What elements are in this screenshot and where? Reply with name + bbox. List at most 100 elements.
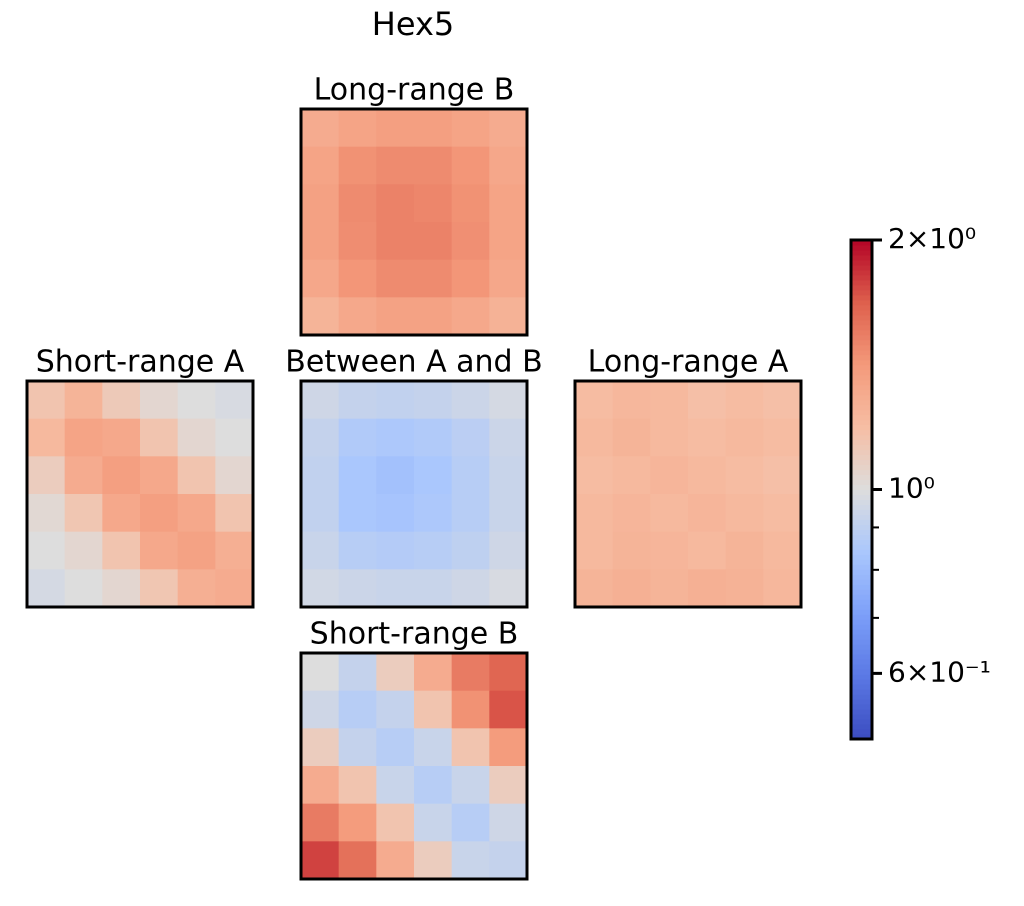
heatmap-cell <box>489 297 528 336</box>
heatmap-cell <box>575 456 614 495</box>
panel-frame <box>573 379 803 609</box>
colorbar-segment <box>851 644 872 650</box>
heatmap-cell <box>725 456 764 495</box>
chart-title: Hex5 <box>372 5 454 43</box>
heatmap-cell <box>64 418 103 457</box>
heatmap-cell <box>414 728 453 767</box>
heatmap-cell <box>301 259 340 298</box>
heatmap-cell <box>414 494 453 533</box>
heatmap-cell <box>763 456 802 495</box>
heatmap-cell <box>414 766 453 805</box>
colorbar-segment <box>851 629 872 635</box>
heatmap-cell <box>376 653 415 692</box>
heatmap-cell <box>301 803 340 842</box>
colorbar-segment <box>851 354 872 361</box>
colorbar-segment <box>851 359 872 366</box>
heatmap-cell <box>102 531 141 570</box>
colorbar-segment <box>851 619 872 625</box>
heatmap-cell <box>451 494 490 533</box>
heatmap-cell <box>376 690 415 729</box>
colorbar-segment <box>851 499 872 505</box>
colorbar-segment <box>851 334 872 341</box>
heatmap-cell <box>725 418 764 457</box>
heatmap-cell <box>140 381 179 420</box>
colorbar-segment <box>851 449 872 456</box>
heatmap-cell <box>688 456 727 495</box>
heatmap-cell <box>414 222 453 261</box>
heatmap-cell <box>650 456 689 495</box>
heatmap-cell <box>338 456 377 495</box>
heatmap-cell <box>650 531 689 570</box>
heatmap-cell <box>414 146 453 185</box>
colorbar-segment <box>851 694 872 700</box>
heatmap-cell <box>102 381 141 420</box>
heatmap-cell <box>612 381 651 420</box>
colorbar-segment <box>851 409 872 416</box>
heatmap-cell <box>301 381 340 420</box>
colorbar-segment <box>851 479 872 486</box>
heatmap-cell <box>414 297 453 336</box>
colorbar-segment <box>851 624 872 630</box>
colorbar-segment <box>851 254 872 261</box>
heatmap-cell <box>27 381 66 420</box>
colorbar-segment <box>851 684 872 690</box>
colorbar-segment <box>851 444 872 451</box>
heatmap-cell <box>489 418 528 457</box>
colorbar-segment <box>851 679 872 685</box>
heatmap-cell <box>140 494 179 533</box>
heatmap-cell <box>612 456 651 495</box>
heatmap-cell <box>338 381 377 420</box>
heatmap-cell <box>650 418 689 457</box>
heatmap-cell <box>376 766 415 805</box>
heatmap-cell <box>451 841 490 880</box>
heatmap-cell <box>575 531 614 570</box>
colorbar-segment <box>851 589 872 595</box>
colorbar-segment <box>851 649 872 655</box>
heatmap-cell <box>27 456 66 495</box>
colorbar-segment <box>851 734 872 740</box>
heatmap-cell <box>575 494 614 533</box>
heatmap-cell <box>451 418 490 457</box>
heatmap-cell <box>489 259 528 298</box>
heatmap-cell <box>338 531 377 570</box>
heatmap-cell <box>301 184 340 223</box>
colorbar-segment <box>851 669 872 675</box>
heatmap-cell <box>414 418 453 457</box>
heatmap-cell <box>763 531 802 570</box>
heatmap-cell <box>215 494 254 533</box>
colorbar-segment <box>851 469 872 476</box>
colorbar-segment <box>851 544 872 550</box>
heatmap-cell <box>376 494 415 533</box>
heatmap-cell <box>650 494 689 533</box>
colorbar-segment <box>851 304 872 311</box>
panel-title: Between A and B <box>285 345 542 380</box>
heatmap-cell <box>688 569 727 608</box>
heatmap-cell <box>215 531 254 570</box>
heatmap-cell <box>102 569 141 608</box>
colorbar-segment <box>851 404 872 411</box>
colorbar-segment <box>851 429 872 436</box>
heatmap-cell <box>301 494 340 533</box>
heatmap-cell <box>414 456 453 495</box>
colorbar-segment <box>851 244 872 251</box>
colorbar-segment <box>851 674 872 680</box>
colorbar-segment <box>851 664 872 670</box>
heatmap-cell <box>650 569 689 608</box>
heatmap-cell <box>64 531 103 570</box>
heatmap-cell <box>451 690 490 729</box>
panel-frame <box>299 107 529 337</box>
panel-title: Long-range A <box>588 345 789 380</box>
heatmap-cell <box>64 381 103 420</box>
heatmap-cell <box>338 569 377 608</box>
heatmap-cell <box>27 494 66 533</box>
heatmap-cell <box>575 418 614 457</box>
heatmap-cell <box>64 456 103 495</box>
heatmap-cell <box>140 531 179 570</box>
heatmap-cell <box>489 569 528 608</box>
colorbar-segment <box>851 284 872 291</box>
colorbar-segment <box>851 389 872 396</box>
heatmap-cell <box>64 569 103 608</box>
colorbar-segment <box>851 249 872 256</box>
colorbar-segment <box>851 274 872 281</box>
colorbar-segment <box>851 240 872 246</box>
